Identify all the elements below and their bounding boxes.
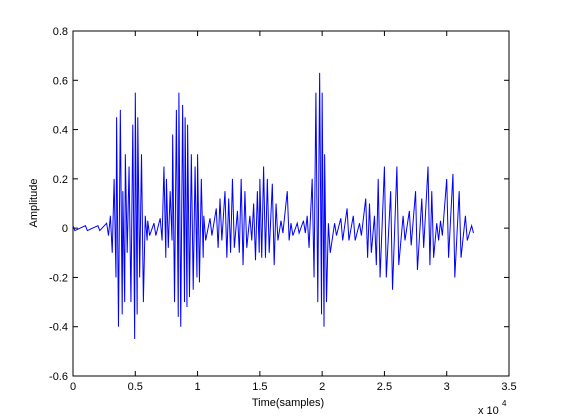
y-tick-label: -0.2 xyxy=(49,272,68,284)
y-axis-label: Amplitude xyxy=(28,179,40,228)
x-tick-label: 0 xyxy=(70,381,76,393)
y-tick-label: 0 xyxy=(62,223,68,235)
y-tick-label: 0.6 xyxy=(53,75,68,87)
y-tick-label: -0.6 xyxy=(49,371,68,383)
y-tick-label: 0.4 xyxy=(53,125,68,137)
y-tick-label: 0.2 xyxy=(53,174,68,186)
x-tick-label: 1 xyxy=(195,381,201,393)
x-tick-label: 2 xyxy=(319,381,325,393)
plot-box xyxy=(72,30,510,377)
waveform xyxy=(72,72,474,340)
x-tick-label: 1.5 xyxy=(252,381,267,393)
x-multiplier: x 10 xyxy=(478,405,499,417)
x-tick-label: 2.5 xyxy=(377,381,392,393)
x-axis-label: Time(samples) xyxy=(252,397,324,409)
y-tick-label: 0.8 xyxy=(53,26,68,38)
x-tick-label: 0.5 xyxy=(128,381,143,393)
y-tick-label: -0.4 xyxy=(49,322,68,334)
x-tick-label: 3 xyxy=(444,381,450,393)
x-multiplier-exponent: 4 xyxy=(502,399,507,408)
x-tick-label: 3.5 xyxy=(501,381,516,393)
